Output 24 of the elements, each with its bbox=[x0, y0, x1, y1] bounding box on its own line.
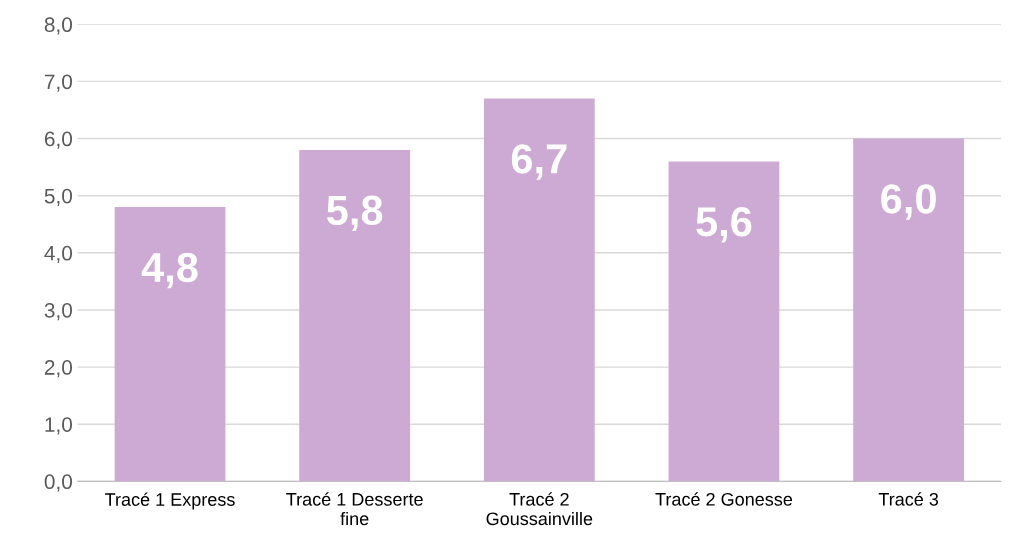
y-tick-label: 5,0 bbox=[44, 188, 73, 206]
y-tick-label: 6,0 bbox=[44, 131, 73, 149]
bar bbox=[853, 138, 964, 482]
y-tick-label: 3,0 bbox=[44, 302, 73, 321]
x-tick-label: Tracé 1 Desserte fine bbox=[286, 492, 423, 526]
y-tick-label: 7,0 bbox=[44, 74, 73, 92]
bar bbox=[668, 161, 780, 482]
data-label: 6,0 bbox=[881, 184, 936, 220]
bar bbox=[114, 207, 226, 482]
y-tick-label: 4,0 bbox=[44, 245, 73, 264]
data-label: 4,8 bbox=[141, 252, 198, 289]
y-tick-label: 8,0 bbox=[44, 17, 73, 35]
bar bbox=[483, 98, 595, 482]
bar bbox=[299, 149, 411, 482]
y-tick-label: 1,0 bbox=[45, 417, 73, 435]
x-tick-label: Tracé 2 Gonesse bbox=[655, 492, 793, 506]
x-tick-label: Tracé 1 Express bbox=[105, 492, 235, 510]
y-tick-label: 0,0 bbox=[44, 474, 73, 492]
data-label: 5,6 bbox=[696, 207, 752, 243]
x-tick-label: Tracé 3 bbox=[878, 492, 939, 506]
data-label: 6,7 bbox=[511, 144, 567, 180]
data-label: 5,8 bbox=[326, 195, 383, 232]
y-tick-label: 2,0 bbox=[44, 360, 73, 378]
x-tick-label: Tracé 2 Goussainville bbox=[486, 492, 593, 526]
